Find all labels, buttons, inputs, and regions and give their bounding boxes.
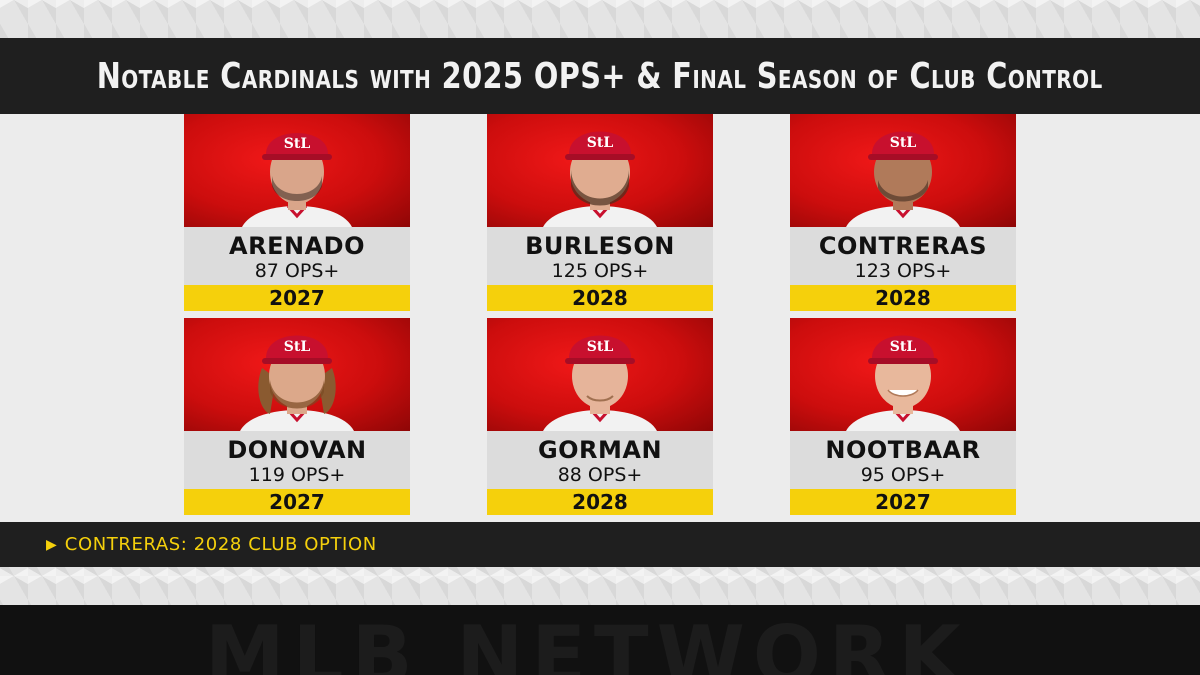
- player-info: ARENADO 87 OPS+: [184, 227, 410, 285]
- player-info: GORMAN 88 OPS+: [487, 431, 713, 489]
- player-name: CONTRERAS: [818, 232, 988, 260]
- final-season-year: 2028: [875, 286, 931, 310]
- final-season-badge: 2028: [790, 285, 1016, 311]
- network-wordmark: MLB NETWORK: [205, 609, 969, 675]
- player-headshot-icon: StL: [240, 335, 354, 431]
- player-ops: 125 OPS+: [551, 260, 649, 282]
- player-card-burleson: StL BURLESON 125 OPS+ 2028: [487, 114, 713, 312]
- title-bar: Notable Cardinals with 2025 OPS+ & Final…: [0, 38, 1200, 114]
- svg-text:StL: StL: [284, 136, 311, 152]
- player-photo: StL: [487, 114, 713, 227]
- player-grid: StL ARENADO 87 OPS+ 2027 StL BURLESON: [0, 114, 1200, 522]
- svg-text:StL: StL: [890, 135, 917, 151]
- player-ops: 95 OPS+: [860, 464, 946, 486]
- player-headshot-icon: StL: [543, 335, 657, 431]
- player-photo: StL: [790, 318, 1016, 431]
- player-headshot-icon: StL: [846, 131, 960, 227]
- player-card-donovan: StL DONOVAN 119 OPS+ 2027: [184, 318, 410, 516]
- player-name: ARENADO: [229, 232, 365, 260]
- player-name: NOOTBAAR: [825, 436, 981, 464]
- player-headshot-icon: StL: [543, 131, 657, 227]
- player-photo: StL: [790, 114, 1016, 227]
- player-info: CONTRERAS 123 OPS+: [790, 227, 1016, 285]
- play-triangle-icon: ▶: [46, 536, 57, 553]
- final-season-badge: 2028: [487, 285, 713, 311]
- player-card-gorman: StL GORMAN 88 OPS+ 2028: [487, 318, 713, 516]
- note-text: CONTRERAS: 2028 CLUB OPTION: [64, 534, 377, 555]
- final-season-year: 2027: [875, 490, 931, 514]
- player-headshot-icon: StL: [846, 335, 960, 431]
- svg-text:StL: StL: [587, 135, 614, 151]
- final-season-badge: 2028: [487, 489, 713, 515]
- final-season-year: 2027: [269, 490, 325, 514]
- final-season-year: 2028: [572, 286, 628, 310]
- graphic-title: Notable Cardinals with 2025 OPS+ & Final…: [97, 55, 1103, 97]
- svg-text:StL: StL: [587, 339, 614, 355]
- player-ops: 119 OPS+: [248, 464, 346, 486]
- final-season-badge: 2027: [184, 285, 410, 311]
- player-photo: StL: [184, 114, 410, 227]
- player-ops: 87 OPS+: [254, 260, 340, 282]
- player-name: GORMAN: [537, 436, 663, 464]
- network-footer: MLB NETWORK: [0, 605, 1200, 675]
- player-info: NOOTBAAR 95 OPS+: [790, 431, 1016, 489]
- final-season-year: 2027: [269, 286, 325, 310]
- player-card-nootbaar: StL NOOTBAAR 95 OPS+ 2027: [790, 318, 1016, 516]
- final-season-badge: 2027: [184, 489, 410, 515]
- player-info: DONOVAN 119 OPS+: [184, 431, 410, 489]
- player-name: DONOVAN: [227, 436, 367, 464]
- player-info: BURLESON 125 OPS+: [487, 227, 713, 285]
- player-headshot-icon: StL: [242, 133, 352, 227]
- player-ops: 123 OPS+: [854, 260, 952, 282]
- note-bar: ▶ CONTRERAS: 2028 CLUB OPTION: [0, 522, 1200, 567]
- final-season-badge: 2027: [790, 489, 1016, 515]
- player-card-contreras: StL CONTRERAS 123 OPS+ 2028: [790, 114, 1016, 312]
- player-photo: StL: [184, 318, 410, 431]
- svg-text:StL: StL: [284, 339, 311, 355]
- player-ops: 88 OPS+: [557, 464, 643, 486]
- player-card-arenado: StL ARENADO 87 OPS+ 2027: [184, 114, 410, 312]
- svg-text:StL: StL: [890, 339, 917, 355]
- player-photo: StL: [487, 318, 713, 431]
- final-season-year: 2028: [572, 490, 628, 514]
- player-name: BURLESON: [525, 232, 675, 260]
